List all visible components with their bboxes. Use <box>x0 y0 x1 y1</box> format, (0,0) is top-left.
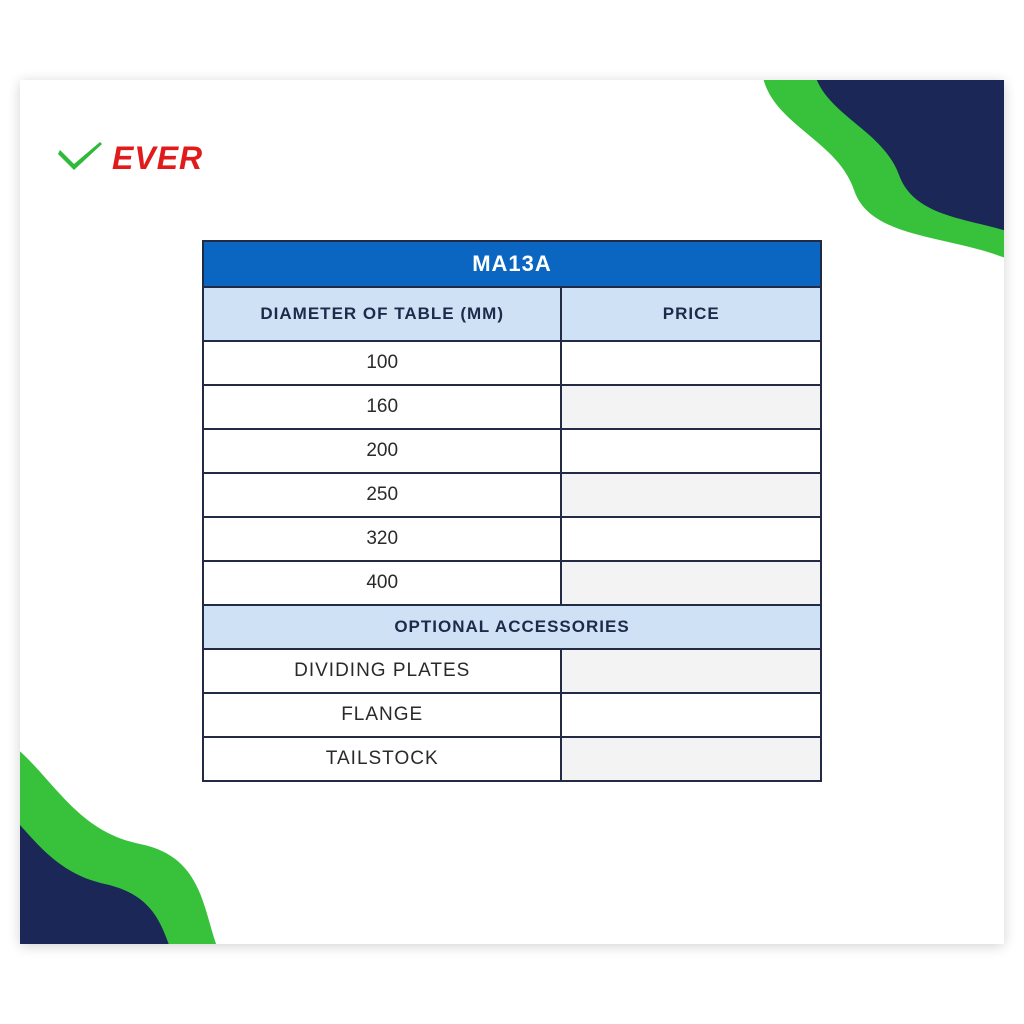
table-row: 100 <box>203 341 821 385</box>
column-header-diameter: DIAMETER OF TABLE (MM) <box>203 287 561 341</box>
table-row: 160 <box>203 385 821 429</box>
price-cell <box>561 693 821 737</box>
accessory-cell: DIVIDING PLATES <box>203 649 561 693</box>
table-row: 200 <box>203 429 821 473</box>
page-card: EVER MA13A DIAMETER OF TABLE (MM) PRICE … <box>20 80 1004 944</box>
accessories-header: OPTIONAL ACCESSORIES <box>203 605 821 649</box>
price-cell <box>561 429 821 473</box>
diameter-cell: 160 <box>203 385 561 429</box>
column-header-price: PRICE <box>561 287 821 341</box>
price-table-container: MA13A DIAMETER OF TABLE (MM) PRICE 100 1… <box>202 240 822 782</box>
brand-logo: EVER <box>56 140 203 177</box>
accessory-cell: TAILSTOCK <box>203 737 561 781</box>
diameter-cell: 100 <box>203 341 561 385</box>
table-row: DIVIDING PLATES <box>203 649 821 693</box>
table-row: FLANGE <box>203 693 821 737</box>
checkmark-icon <box>56 142 104 176</box>
logo-text: EVER <box>112 140 203 177</box>
price-cell <box>561 341 821 385</box>
diameter-cell: 200 <box>203 429 561 473</box>
table-row: 250 <box>203 473 821 517</box>
price-cell <box>561 649 821 693</box>
price-table: MA13A DIAMETER OF TABLE (MM) PRICE 100 1… <box>202 240 822 782</box>
price-cell <box>561 737 821 781</box>
price-cell <box>561 385 821 429</box>
price-cell <box>561 517 821 561</box>
table-row: 320 <box>203 517 821 561</box>
table-row: TAILSTOCK <box>203 737 821 781</box>
diameter-cell: 400 <box>203 561 561 605</box>
diameter-cell: 320 <box>203 517 561 561</box>
accessory-cell: FLANGE <box>203 693 561 737</box>
price-cell <box>561 473 821 517</box>
table-row: 400 <box>203 561 821 605</box>
table-title: MA13A <box>203 241 821 287</box>
price-cell <box>561 561 821 605</box>
diameter-cell: 250 <box>203 473 561 517</box>
